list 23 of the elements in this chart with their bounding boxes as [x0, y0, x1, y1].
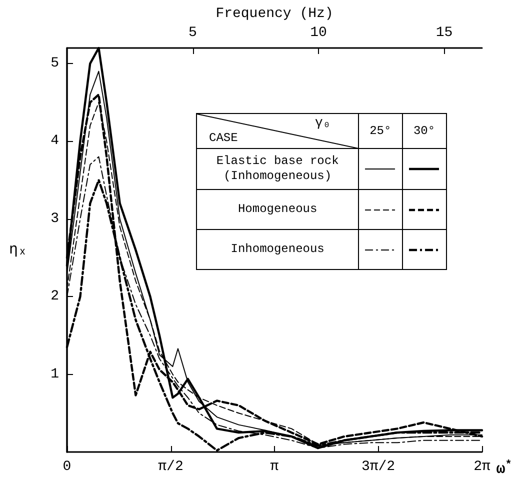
annotation: γ₀ [315, 115, 331, 130]
y-axis-title: ηₓ [8, 242, 27, 258]
y-tick-label: 1 [50, 366, 59, 382]
annotation: 25° [358, 114, 402, 148]
y-tick-label: 3 [50, 210, 59, 227]
x2-tick-label: 10 [310, 25, 327, 41]
y-tick-label: 4 [50, 133, 59, 150]
annotation: Homogeneous [196, 190, 359, 230]
x-tick-label: 3π/2 [361, 459, 396, 475]
annotation: CASE [209, 131, 238, 145]
annotation: Inhomogeneous [196, 230, 359, 270]
annotation: 30° [402, 114, 446, 148]
x2-tick-label: 15 [436, 25, 453, 41]
x2-axis-title: Frequency (Hz) [216, 6, 334, 22]
annotation: Elastic base rock (Inhomogeneous) [196, 148, 359, 190]
x-tick-label: π/2 [158, 459, 184, 475]
x2-tick-label: 5 [188, 25, 197, 41]
x-tick-label: π [270, 459, 280, 475]
y-tick-label: 2 [50, 288, 59, 305]
y-tick-label: 5 [50, 56, 59, 72]
x-tick-label: 0 [62, 459, 72, 475]
x-axis-title: ω* [496, 460, 512, 478]
x-tick-label: 2π [474, 459, 491, 475]
